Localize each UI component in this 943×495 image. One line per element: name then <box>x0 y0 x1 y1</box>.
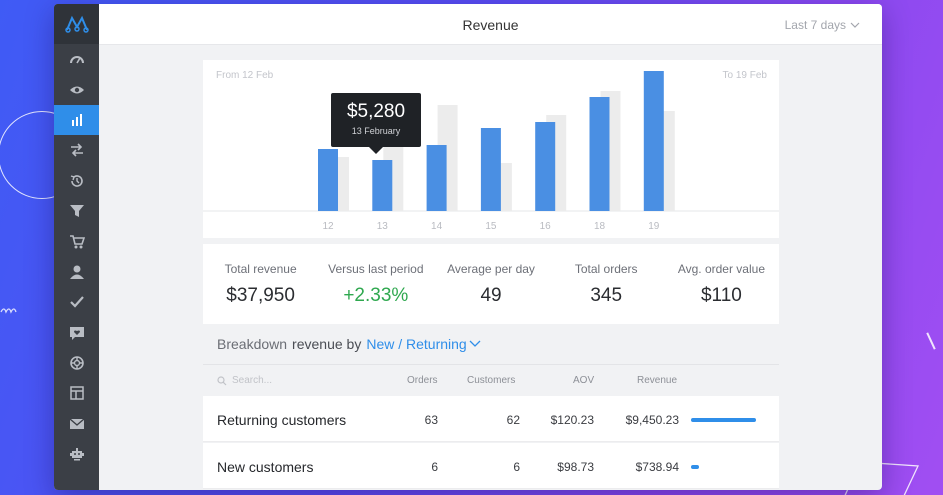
stat-label: Avg. order value <box>677 262 765 276</box>
x-tick-label: 16 <box>540 221 552 232</box>
breakdown-label: Breakdown <box>217 336 288 352</box>
period-selector[interactable]: Last 7 days <box>785 18 860 32</box>
eye-icon[interactable] <box>54 74 99 104</box>
tooltip-amount: $5,280 <box>346 101 406 122</box>
row-orders: 6 <box>431 460 438 474</box>
stat-versus-last-period: Versus last period +2.33% <box>318 244 433 324</box>
bar-current-period[interactable] <box>480 128 501 211</box>
decorative-slash <box>926 332 936 350</box>
revenue-share-bar <box>691 465 699 469</box>
page-title: Revenue <box>462 17 519 33</box>
tooltip-date: 13 February <box>351 126 401 136</box>
segment-dropdown-label: New / Returning <box>366 336 467 352</box>
revenue-share-bar <box>691 418 757 422</box>
revenue-chart-card: From 12 Feb To 19 Feb 12 13 14 15 16 18 19 $5,… <box>203 60 779 238</box>
stat-value: $110 <box>700 285 742 306</box>
cart-icon[interactable] <box>54 226 99 256</box>
x-tick-label: 13 <box>377 221 389 232</box>
sidebar <box>54 4 99 490</box>
row-aov: $120.23 <box>550 413 594 427</box>
search-placeholder: Search... <box>232 375 273 386</box>
row-name: New customers <box>217 459 314 475</box>
row-orders: 63 <box>424 413 438 427</box>
x-tick-label: 14 <box>431 221 443 232</box>
stat-label: Total orders <box>574 262 638 276</box>
x-tick-label: 12 <box>322 221 334 232</box>
funnel-icon[interactable] <box>54 196 99 226</box>
stat-label: Average per day <box>447 262 535 276</box>
stat-value: $37,950 <box>226 285 295 306</box>
row-customers: 62 <box>506 413 520 427</box>
stat-label: Versus last period <box>328 262 424 276</box>
bar-chart-icon[interactable] <box>54 104 99 136</box>
x-tick-label: 15 <box>485 221 497 232</box>
stat-value: 49 <box>480 285 502 306</box>
row-revenue: $738.94 <box>635 460 679 474</box>
user-icon[interactable] <box>54 257 99 287</box>
stat-total-revenue: Total revenue $37,950 <box>203 244 318 324</box>
decorative-squiggle <box>0 300 18 319</box>
logo-icon[interactable] <box>54 4 99 44</box>
message-heart-icon[interactable] <box>54 318 99 348</box>
bar-current-period[interactable] <box>426 145 447 211</box>
x-tick-label: 19 <box>648 221 660 232</box>
segment-dropdown[interactable]: New / Returning <box>366 336 481 352</box>
mail-icon[interactable] <box>54 409 99 439</box>
row-revenue: $9,450.23 <box>625 413 679 427</box>
app-window: Revenue Last 7 days From 12 Feb To 19 Fe… <box>54 4 882 490</box>
history-icon[interactable] <box>54 166 99 196</box>
breakdown-header: Breakdown revenue by New / Returning <box>217 336 481 352</box>
row-name: Returning customers <box>217 412 347 428</box>
table-row[interactable]: New customers 6 6 $98.73 $738.94 <box>203 443 779 489</box>
bar-current-period[interactable] <box>372 160 393 211</box>
stat-avg-order-value: Avg. order value $110 <box>664 244 779 324</box>
checkmark-icon[interactable] <box>54 287 99 317</box>
bar-current-period[interactable] <box>589 97 610 211</box>
bar-current-period[interactable] <box>643 71 664 211</box>
table-row[interactable]: Returning customers 63 62 $120.23 $9,450… <box>203 396 779 442</box>
revenue-bar-chart: 12 13 14 15 16 18 19 <box>203 71 779 232</box>
lifebuoy-icon[interactable] <box>54 348 99 378</box>
row-customers: 6 <box>513 460 520 474</box>
search-input[interactable]: Search... <box>217 375 272 386</box>
stat-value: +2.33% <box>343 285 409 306</box>
stats-card: Total revenue $37,950 Versus last period… <box>203 244 779 324</box>
period-label: Last 7 days <box>784 18 846 32</box>
x-tick-label: 18 <box>594 221 606 232</box>
breakdown-by-label: revenue by <box>292 336 362 352</box>
stat-total-orders: Total orders 345 <box>549 244 664 324</box>
stat-label: Total revenue <box>224 262 297 276</box>
speedometer-icon[interactable] <box>54 44 99 74</box>
chevron-down-icon <box>850 22 860 28</box>
transfer-arrows-icon[interactable] <box>54 135 99 165</box>
tooltip-arrow <box>369 147 383 154</box>
chart-to-label: To 19 Feb <box>722 70 767 81</box>
table-header: Search... Orders Customers AOV Revenue <box>203 364 779 396</box>
chart-from-label: From 12 Feb <box>216 70 274 81</box>
top-bar: Revenue Last 7 days <box>99 4 882 45</box>
chart-tooltip: $5,280 13 February <box>331 93 421 154</box>
column-revenue[interactable]: Revenue <box>637 375 678 386</box>
stat-value: 345 <box>590 285 623 306</box>
layout-icon[interactable] <box>54 378 99 408</box>
search-icon <box>217 375 227 385</box>
row-aov: $98.73 <box>557 460 594 474</box>
column-aov[interactable]: AOV <box>573 375 595 386</box>
column-orders[interactable]: Orders <box>407 375 438 386</box>
column-customers[interactable]: Customers <box>467 375 516 386</box>
chevron-down-icon <box>469 340 481 347</box>
robot-icon[interactable] <box>54 439 99 469</box>
stat-average-per-day: Average per day 49 <box>433 244 548 324</box>
bar-current-period[interactable] <box>535 122 556 211</box>
bar-current-period[interactable] <box>318 149 338 211</box>
